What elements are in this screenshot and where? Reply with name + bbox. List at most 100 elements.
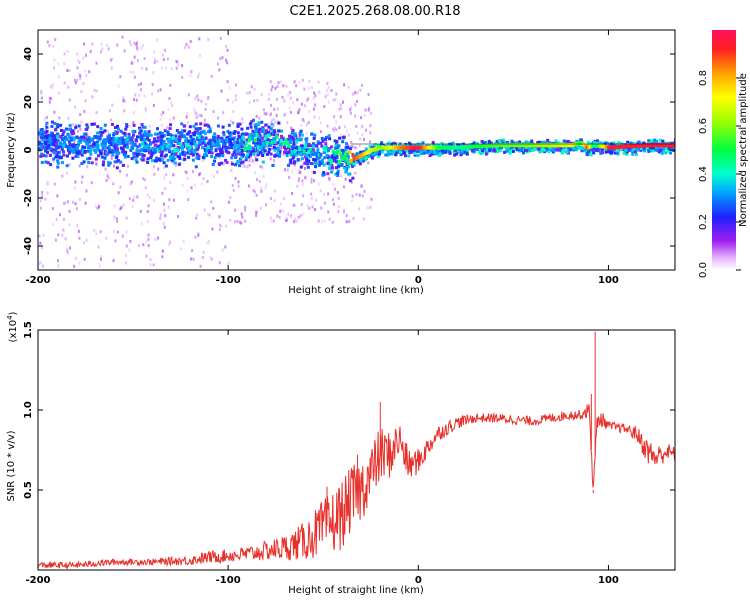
- heatmap-speckle: [54, 38, 57, 42]
- heatmap-cell: [499, 139, 503, 143]
- heatmap-speckle: [127, 164, 129, 168]
- heatmap-cell: [262, 130, 266, 134]
- heatmap-cell: [249, 151, 253, 155]
- heatmap-speckle: [133, 98, 135, 102]
- heatmap-cell: [524, 140, 528, 144]
- heatmap-speckle: [253, 190, 256, 194]
- heatmap-speckle: [84, 69, 87, 73]
- heatmap-speckle: [73, 140, 76, 144]
- heatmap-cell: [314, 165, 318, 169]
- heatmap-ridge-cell: [211, 141, 215, 146]
- heatmap-cell: [114, 156, 118, 160]
- snr-x-label: Height of straight line (km): [288, 585, 424, 596]
- heatmap-cell: [326, 172, 330, 176]
- heatmap-cell: [240, 127, 244, 131]
- heatmap-speckle: [98, 264, 101, 268]
- heatmap-speckle: [327, 100, 330, 104]
- x-tick-label: -100: [216, 275, 241, 286]
- heatmap-cell: [307, 159, 311, 163]
- heatmap-cell: [540, 148, 543, 152]
- heatmap-cell: [336, 169, 340, 173]
- heatmap-speckle: [140, 88, 143, 92]
- heatmap-cell: [565, 150, 569, 154]
- snr-y-ticks: 0.51.01.5: [23, 321, 675, 499]
- heatmap-cell: [441, 149, 445, 153]
- heatmap-ridge-cell: [79, 138, 83, 142]
- heatmap-speckle: [367, 93, 370, 96]
- heatmap-cell: [453, 153, 457, 157]
- heatmap-ridge-cell: [664, 143, 668, 148]
- heatmap-speckle: [291, 170, 294, 174]
- heatmap-speckle: [300, 202, 303, 206]
- y-tick-label: 0.5: [23, 481, 34, 499]
- heatmap-speckle: [91, 95, 94, 99]
- heatmap-cell: [256, 149, 259, 153]
- heatmap-speckle: [279, 209, 282, 213]
- heatmap-cell: [314, 158, 318, 162]
- heatmap-speckle: [50, 97, 52, 101]
- heatmap-speckle: [74, 180, 77, 184]
- heatmap-ridge-cell: [330, 159, 334, 164]
- heatmap-cell: [80, 162, 84, 165]
- heatmap-speckle: [116, 230, 119, 234]
- heatmap-cell: [47, 133, 51, 137]
- heatmap-speckle: [332, 168, 335, 172]
- heatmap-speckle: [76, 78, 79, 82]
- x-tick-label: 100: [598, 575, 619, 586]
- heatmap-cell: [278, 154, 281, 158]
- heatmap-cell: [315, 144, 319, 148]
- heatmap-cell: [593, 141, 597, 145]
- heatmap-cell: [134, 158, 138, 162]
- heatmap-cell: [572, 146, 576, 150]
- heatmap-cell: [437, 154, 441, 158]
- heatmap-speckle: [41, 264, 44, 268]
- heatmap-cell: [582, 146, 586, 149]
- heatmap-cell: [537, 140, 541, 144]
- heatmap-ridge-cell: [299, 151, 303, 156]
- heatmap-cell: [168, 137, 171, 141]
- heatmap-ridge-cell: [346, 160, 350, 165]
- heatmap-cell: [472, 150, 476, 154]
- heatmap-speckle: [323, 192, 325, 196]
- heatmap-cell: [280, 129, 284, 133]
- heatmap-cell: [87, 146, 90, 150]
- heatmap-speckle: [307, 121, 310, 125]
- heatmap-cell: [646, 141, 650, 145]
- heatmap-cell: [57, 154, 61, 158]
- heatmap-ridge-cell: [121, 138, 125, 143]
- heatmap-cell: [313, 161, 317, 165]
- heatmap-cell: [65, 127, 68, 131]
- heatmap-cell: [77, 124, 81, 128]
- heatmap-speckle: [149, 196, 151, 200]
- heatmap-speckle: [99, 230, 102, 234]
- heatmap-cell: [453, 148, 457, 152]
- heatmap-speckle: [326, 88, 328, 92]
- heatmap-cell: [195, 152, 199, 156]
- heatmap-speckle: [310, 170, 313, 174]
- heatmap-cell: [658, 138, 662, 142]
- heatmap-speckle: [369, 140, 371, 144]
- heatmap-ridge-cell: [339, 152, 343, 157]
- heatmap-cell: [596, 139, 600, 143]
- heatmap-cell: [660, 147, 664, 151]
- heatmap-speckle: [140, 46, 143, 50]
- heatmap-cell: [377, 149, 381, 153]
- heatmap-speckle: [310, 197, 313, 201]
- heatmap-speckle: [85, 53, 87, 57]
- heatmap-speckle: [168, 198, 171, 202]
- heatmap-cell: [380, 150, 384, 154]
- heatmap-ridge-cell: [314, 152, 318, 157]
- heatmap-speckle: [93, 88, 96, 92]
- heatmap-cell: [404, 154, 407, 158]
- heatmap-cell: [494, 149, 498, 153]
- heatmap-ridge-cell: [428, 145, 432, 150]
- heatmap-ridge-cell: [296, 137, 300, 142]
- heatmap-speckle: [134, 93, 137, 97]
- heatmap-speckle: [231, 135, 234, 138]
- heatmap-cell: [322, 171, 326, 175]
- heatmap-cell: [367, 154, 371, 158]
- heatmap-ridge-cell: [249, 146, 253, 151]
- heatmap-speckle: [209, 255, 212, 259]
- heatmap-cell: [328, 163, 332, 167]
- heatmap-cell: [258, 136, 262, 140]
